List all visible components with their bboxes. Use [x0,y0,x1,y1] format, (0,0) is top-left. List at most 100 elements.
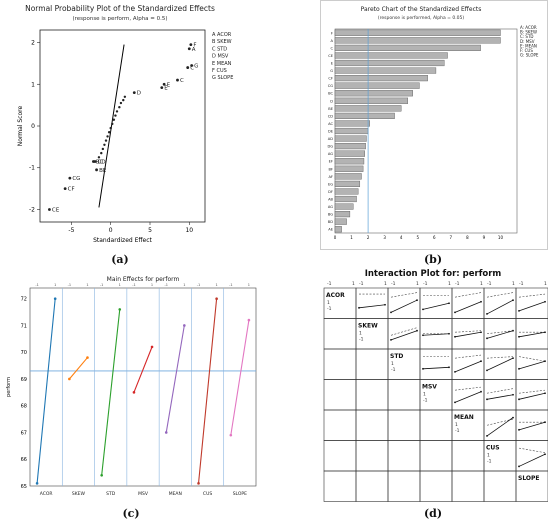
effect-point [86,356,89,359]
data-point [119,101,123,105]
pareto-bar [334,127,369,135]
interaction-dashed-line [518,389,546,394]
interaction-solid-line [486,299,514,315]
interaction-dashed-line [454,386,482,391]
y-tick-label: 69 [21,377,27,383]
interaction-dashed-line [454,292,482,298]
interaction-dashed-line [454,354,482,359]
interaction-point [512,329,514,332]
category-label: G [330,69,333,73]
y-tick-label: 2 [31,40,35,47]
grid-cell [483,287,517,319]
chart-title: Interaction Plot for: perform [365,269,502,279]
legend-entry: A: ACOR [520,25,537,30]
level-label: -1 [35,283,39,287]
level-label: 1 [54,283,56,287]
pareto-bar [334,165,364,172]
grid-cell [419,287,453,319]
grid-cell [355,379,389,411]
data-point [107,131,111,134]
interaction-point [518,367,520,370]
y-axis-label: Normal Score [17,105,24,146]
interaction-solid-line [518,421,546,431]
interaction-solid-line [486,417,514,437]
interaction-solid-line [454,360,482,373]
grid-cell [323,318,357,350]
point-label: G [194,63,198,69]
interaction-point [512,416,514,419]
legend-level: -1 [391,367,396,373]
interaction-chart: Interaction Plot for: perform -1 1 -1 1 -1 1 -1… [323,269,549,502]
grid-cell [483,409,517,441]
effect-line [133,346,153,393]
grid-cell [355,409,389,441]
category-label: F [331,31,333,35]
legend-level: 1 [423,392,426,398]
grid-cell [515,440,549,472]
interaction-solid-line [422,302,450,310]
grid-cell [355,440,389,472]
y-tick-label: 71 [21,323,27,329]
grid-cell [483,470,517,502]
data-point [97,156,101,159]
category-label: AE [328,228,333,232]
factor-label: MEAN [169,491,182,497]
interaction-point [518,335,520,338]
category-label: CF [328,77,333,81]
level-label: -1 [391,281,396,287]
category-label: CG [328,84,334,88]
factor-label: MSV [138,491,149,497]
y-tick-label: 72 [21,297,27,303]
effect-point [35,482,39,485]
pareto-bar [334,44,481,51]
effect-point [68,377,71,381]
level-label: 1 [384,281,387,287]
grid-cell [419,348,453,380]
interaction-dashed-line [486,292,514,298]
grid-cell [451,379,485,411]
level-label: 1 [416,281,419,287]
labeled-point [95,168,98,172]
legend-level: -1 [487,459,492,465]
y-tick-label: 1 [31,81,35,88]
grid-cell [323,440,357,472]
chart-title: Pareto Chart of the Standardized Effects [361,6,482,13]
labeled-point [132,91,136,95]
category-label: BC [328,92,333,96]
grid-cell [355,287,389,319]
pareto-bar [334,82,420,89]
data-point [122,98,125,102]
interaction-point [544,300,546,303]
grid-cell [451,348,485,380]
level-label: 1 [512,281,515,287]
legend-level: -1 [359,337,364,343]
interaction-point [544,360,546,363]
data-point [103,143,106,146]
category-label: AG [328,205,333,209]
level-label: 1 [86,283,88,287]
grid-cell [419,470,453,502]
labeled-point [48,208,51,211]
point-label: C [190,66,194,72]
interaction-point [544,421,546,424]
grid-cell [451,318,485,350]
data-point [123,95,127,98]
grid-cell [355,470,389,502]
interaction-dashed-line [486,388,514,394]
level-label: -1 [455,281,460,287]
interaction-point [422,367,424,370]
point-label: C [180,78,184,84]
chart-subtitle: (response is perform, Alpha = 0.5) [72,16,167,22]
interaction-solid-line [358,304,386,309]
interaction-point [448,302,450,305]
pareto-bar [334,150,365,157]
level-label: 1 [183,283,185,287]
legend-entry: C STD [212,46,227,52]
factor-label: CUS [486,445,500,452]
interaction-point [486,369,488,372]
normal-plot-panel: Normal Probability Plot of the Standardi… [0,0,240,250]
factor-label: ACOR [326,292,345,299]
labeled-point [176,78,179,82]
level-label: 1 [119,283,121,287]
pareto-bar [334,218,347,225]
